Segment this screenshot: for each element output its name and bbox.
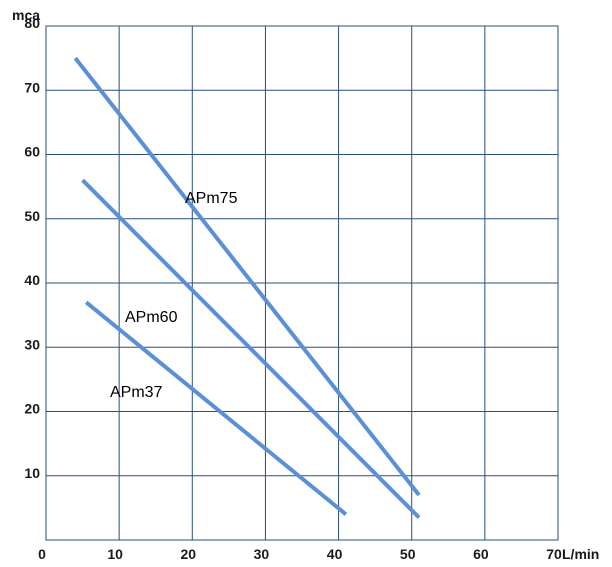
x-tick-label: 70 [546, 546, 562, 562]
series-label-apm60: APm60 [125, 309, 178, 326]
series-layer [73, 56, 421, 519]
y-tick-label: 20 [24, 401, 40, 417]
x-tick-label: 30 [254, 546, 270, 562]
x-tick-label: 60 [473, 546, 489, 562]
y-tick-label: 40 [24, 272, 40, 288]
y-tick-label: 30 [24, 336, 40, 352]
y-axis-label: mca [12, 7, 40, 23]
y-tick-label: 70 [24, 79, 40, 95]
series-label-apm75: APm75 [185, 190, 238, 207]
x-tick-label: 0 [38, 546, 46, 562]
x-axis-label: L/min [562, 546, 599, 562]
series-line-apm37 [84, 300, 348, 516]
grid [45, 25, 559, 541]
x-tick-label: 50 [400, 546, 416, 562]
x-tick-label: 40 [327, 546, 343, 562]
y-tick-label: 60 [24, 144, 40, 160]
series-line-apm75 [73, 56, 421, 497]
tick-labels: 0 10 20 30 40 50 60 70 10 20 30 40 50 60 70 80 [24, 15, 562, 562]
y-tick-label: 50 [24, 208, 40, 224]
x-tick-label: 20 [180, 546, 196, 562]
y-tick-label: 10 [24, 465, 40, 481]
x-tick-label: 10 [107, 546, 123, 562]
series-label-apm37: APm37 [110, 384, 163, 401]
y-tick-label: 80 [24, 15, 40, 31]
series-labels: APm75 APm60 APm37 [110, 190, 238, 401]
series-line-apm60 [81, 178, 421, 519]
